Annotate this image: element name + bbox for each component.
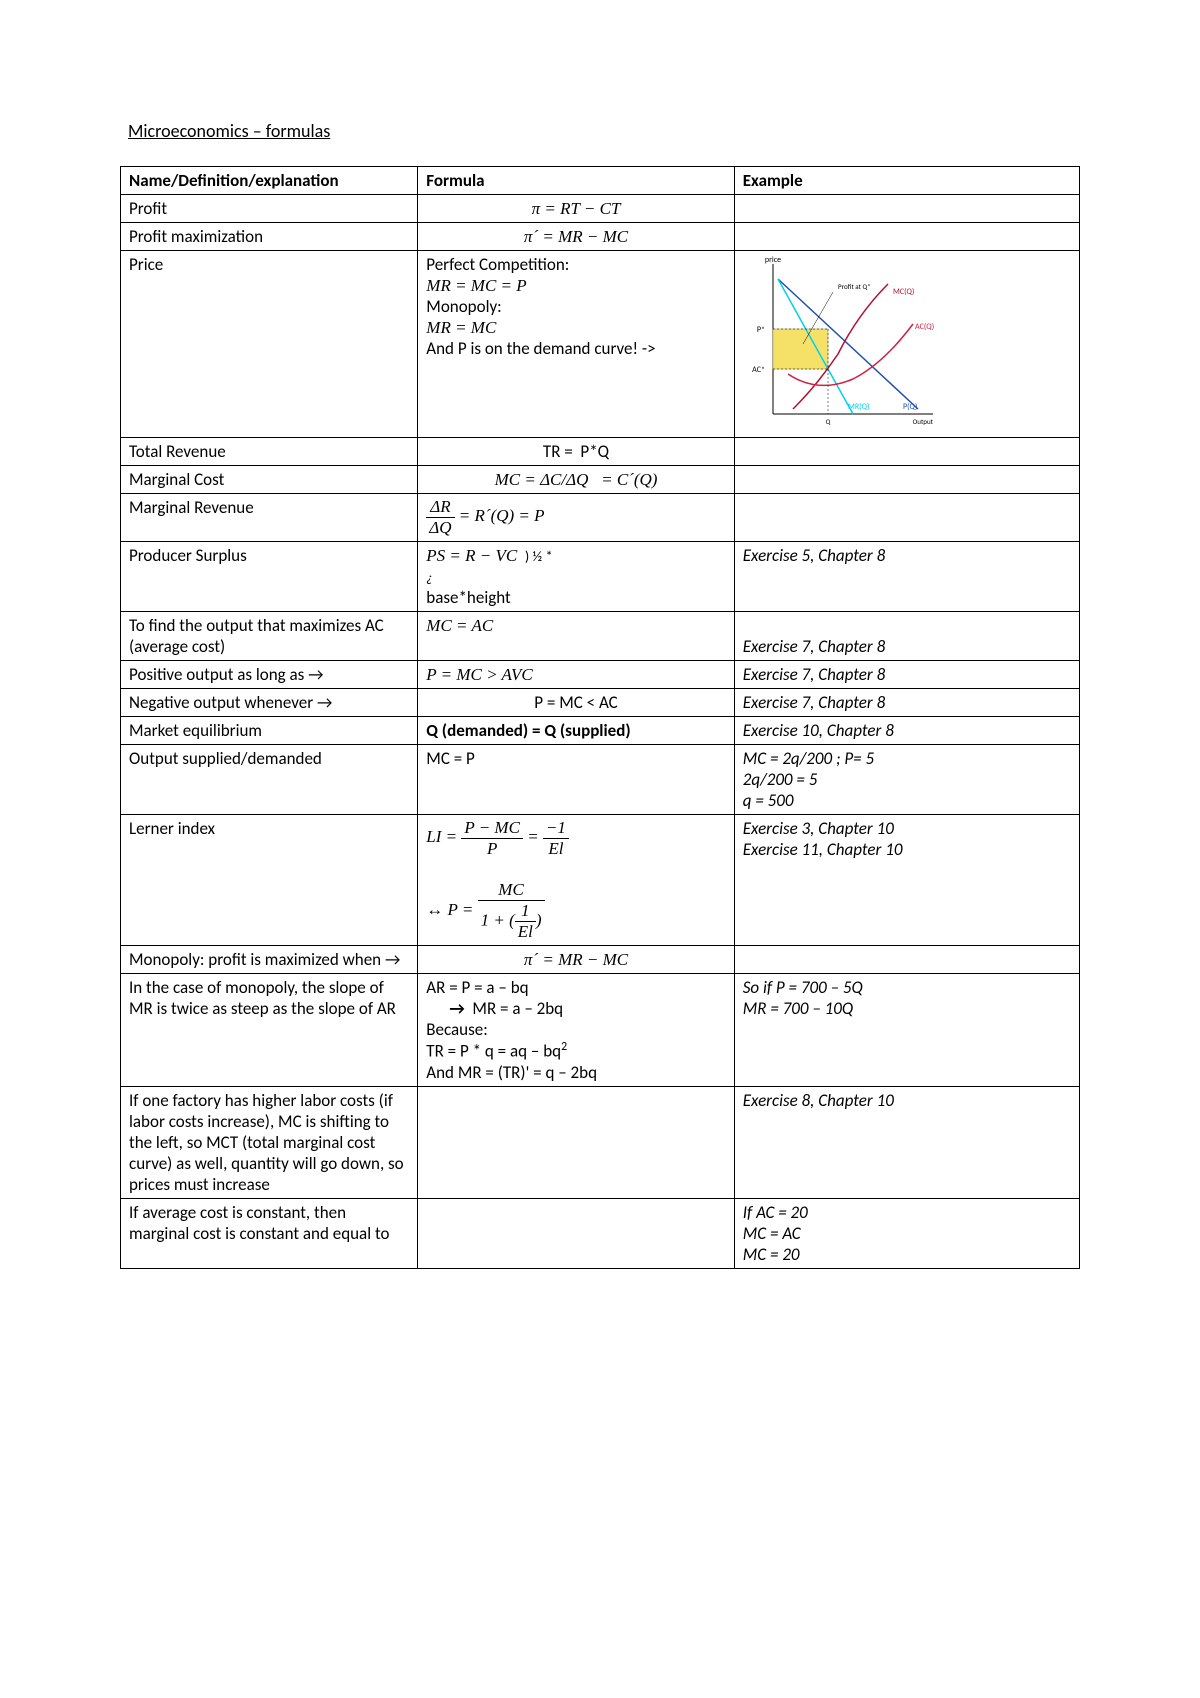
cell-example: If AC = 20MC = ACMC = 20 <box>734 1198 1079 1268</box>
cell-example: Exercise 7, Chapter 8 <box>734 689 1079 717</box>
svg-text:AC(Q): AC(Q) <box>915 322 934 332</box>
svg-text:price: price <box>765 255 781 265</box>
svg-text:MR(Q): MR(Q) <box>848 402 870 412</box>
cell-name: Producer Surplus <box>121 542 418 612</box>
cell-name: Marginal Revenue <box>121 494 418 542</box>
cell-name: Profit maximization <box>121 223 418 251</box>
cell-name: Price <box>121 251 418 438</box>
table-row: Marginal CostMC = ΔC/ΔQ = C´(Q) <box>121 466 1080 494</box>
svg-text:P*: P* <box>757 325 765 335</box>
cell-formula: Q (demanded) = Q (supplied) <box>418 717 734 745</box>
cell-example <box>734 223 1079 251</box>
cell-formula: PS = R − VC ) ½ *¿base*height <box>418 542 734 612</box>
header-formula: Formula <box>418 167 734 195</box>
svg-text:MC(Q): MC(Q) <box>893 287 914 297</box>
svg-text:Profit at Q*: Profit at Q* <box>838 282 871 291</box>
cell-formula: TR = P*Q <box>418 438 734 466</box>
cell-formula: MC = AC <box>418 612 734 661</box>
cell-name: If one factory has higher labor costs (i… <box>121 1086 418 1198</box>
cell-formula: P = MC < AC <box>418 689 734 717</box>
cell-example: Exercise 3, Chapter 10Exercise 11, Chapt… <box>734 815 1079 946</box>
cell-example: Exercise 7, Chapter 8 <box>734 612 1079 661</box>
cell-example: Exercise 10, Chapter 8 <box>734 717 1079 745</box>
cell-formula: Perfect Competition:MR = MC = PMonopoly:… <box>418 251 734 438</box>
cell-formula: AR = P = a – bq → MR = a – 2bqBecause:TR… <box>418 974 734 1087</box>
cell-example: Exercise 8, Chapter 10 <box>734 1086 1079 1198</box>
cell-example: MC = 2q/200 ; P= 52q/200 = 5q = 500 <box>734 745 1079 815</box>
cell-name: In the case of monopoly, the slope of MR… <box>121 974 418 1087</box>
svg-text:AC*: AC* <box>752 365 765 375</box>
table-row: Negative output whenever →P = MC < ACExe… <box>121 689 1080 717</box>
table-row: To find the output that maximizes AC (av… <box>121 612 1080 661</box>
cell-name: Profit <box>121 195 418 223</box>
cell-example <box>734 466 1079 494</box>
cell-name: Market equilibrium <box>121 717 418 745</box>
table-row: Marginal RevenueΔRΔQ = R´(Q) = P <box>121 494 1080 542</box>
header-name: Name/Definition/explanation <box>121 167 418 195</box>
table-row: Profitπ = RT − CT <box>121 195 1080 223</box>
cell-formula: π´ = MR − MC <box>418 223 734 251</box>
cell-formula: MC = P <box>418 745 734 815</box>
cell-example <box>734 494 1079 542</box>
cell-formula: π = RT − CT <box>418 195 734 223</box>
svg-text:Output: Output <box>912 417 933 426</box>
cell-name: Positive output as long as → <box>121 661 418 689</box>
cell-example: Exercise 7, Chapter 8 <box>734 661 1079 689</box>
cell-formula: P = MC > AVC <box>418 661 734 689</box>
table-row: Monopoly: profit is maximized when →π´ =… <box>121 946 1080 974</box>
table-row: Lerner indexLI = P − MCP = −1El↔ P = MC1… <box>121 815 1080 946</box>
cell-example <box>734 195 1079 223</box>
table-row: If average cost is constant, then margin… <box>121 1198 1080 1268</box>
cell-formula <box>418 1086 734 1198</box>
svg-text:P(Q): P(Q) <box>903 402 917 412</box>
cell-name: Negative output whenever → <box>121 689 418 717</box>
cell-name: Output supplied/demanded <box>121 745 418 815</box>
header-example: Example <box>734 167 1079 195</box>
cell-formula: MC = ΔC/ΔQ = C´(Q) <box>418 466 734 494</box>
table-row: Profit maximizationπ´ = MR − MC <box>121 223 1080 251</box>
cell-name: Total Revenue <box>121 438 418 466</box>
cell-example: price Output P* AC* Q Profit at Q* MC(Q)… <box>734 251 1079 438</box>
cell-name: If average cost is constant, then margin… <box>121 1198 418 1268</box>
cell-name: To find the output that maximizes AC (av… <box>121 612 418 661</box>
table-row: Total RevenueTR = P*Q <box>121 438 1080 466</box>
cell-example <box>734 946 1079 974</box>
table-row: Positive output as long as →P = MC > AVC… <box>121 661 1080 689</box>
cell-example: So if P = 700 – 5QMR = 700 – 10Q <box>734 974 1079 1087</box>
document-title: Microeconomics – formulas <box>128 120 1080 142</box>
cell-formula: ΔRΔQ = R´(Q) = P <box>418 494 734 542</box>
table-row: In the case of monopoly, the slope of MR… <box>121 974 1080 1087</box>
cell-formula: LI = P − MCP = −1El↔ P = MC1 + (1El) <box>418 815 734 946</box>
header-row: Name/Definition/explanation Formula Exam… <box>121 167 1080 195</box>
table-row: Output supplied/demandedMC = PMC = 2q/20… <box>121 745 1080 815</box>
table-row: If one factory has higher labor costs (i… <box>121 1086 1080 1198</box>
svg-text:Q: Q <box>825 417 830 426</box>
cell-example <box>734 438 1079 466</box>
cell-name: Monopoly: profit is maximized when → <box>121 946 418 974</box>
formula-table: Name/Definition/explanation Formula Exam… <box>120 166 1080 1269</box>
cell-example: Exercise 5, Chapter 8 <box>734 542 1079 612</box>
price-graph: price Output P* AC* Q Profit at Q* MC(Q)… <box>743 254 943 434</box>
table-row: PricePerfect Competition:MR = MC = PMono… <box>121 251 1080 438</box>
cell-name: Marginal Cost <box>121 466 418 494</box>
cell-name: Lerner index <box>121 815 418 946</box>
cell-formula <box>418 1198 734 1268</box>
table-row: Producer SurplusPS = R − VC ) ½ *¿base*h… <box>121 542 1080 612</box>
table-row: Market equilibriumQ (demanded) = Q (supp… <box>121 717 1080 745</box>
cell-formula: π´ = MR − MC <box>418 946 734 974</box>
